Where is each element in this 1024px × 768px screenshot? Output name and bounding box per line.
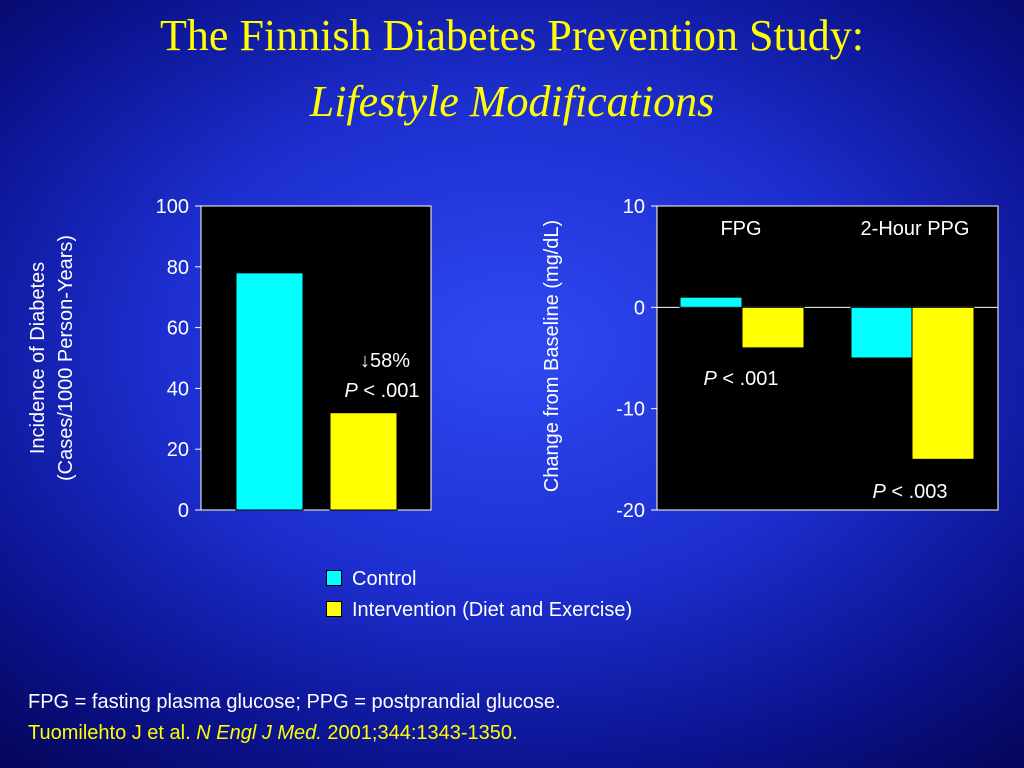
y-tick-label: -10 bbox=[616, 399, 645, 421]
arrow-down-icon: ↓ bbox=[360, 350, 370, 372]
y-tick-label: 80 bbox=[167, 257, 189, 279]
slide-title-line2: Lifestyle Modifications bbox=[309, 77, 715, 126]
y-tick-label: 100 bbox=[156, 196, 189, 218]
category-label-2h-ppg: 2-Hour PPG bbox=[861, 218, 970, 240]
ppg-bar-intervention bbox=[911, 306, 975, 460]
y-tick-label: 0 bbox=[178, 500, 189, 522]
incidence-bar-intervention bbox=[329, 412, 398, 511]
reduction-percent: 58% bbox=[370, 350, 410, 372]
p-rest: < .003 bbox=[886, 481, 948, 503]
y-tick-label: -20 bbox=[616, 500, 645, 522]
ppg-bar-control bbox=[850, 306, 913, 359]
category-label-fpg: FPG bbox=[720, 218, 761, 240]
y-tick-label: 0 bbox=[634, 297, 645, 319]
y-tick-label: 20 bbox=[167, 439, 189, 461]
glucose-y-axis: 10 0 -10 -20 bbox=[616, 196, 657, 522]
incidence-y-label-line2: (Cases/1000 Person-Years) bbox=[55, 235, 77, 481]
p-italic: P bbox=[703, 368, 717, 390]
incidence-y-axis: 100 80 60 40 20 0 bbox=[156, 196, 201, 522]
glucose-y-label: Change from Baseline (mg/dL) bbox=[541, 220, 563, 492]
footnote-citation: Tuomilehto J et al. N Engl J Med. 2001;3… bbox=[28, 721, 518, 745]
fpg-p-value: P < .001 bbox=[703, 368, 778, 390]
incidence-chart: 100 80 60 40 20 0 Incidence of Diabetes (Case… bbox=[27, 196, 432, 522]
p-italic: P bbox=[344, 380, 358, 402]
y-tick-label: 60 bbox=[167, 318, 189, 340]
incidence-p-value: P < .001 bbox=[344, 380, 419, 402]
y-tick-label: 40 bbox=[167, 378, 189, 400]
incidence-reduction-label: ↓58% bbox=[360, 350, 410, 372]
p-rest: < .001 bbox=[358, 380, 420, 402]
legend-item-control: Control bbox=[326, 567, 416, 591]
legend-label-intervention: Intervention (Diet and Exercise) bbox=[352, 599, 633, 621]
ppg-p-value: P < .003 bbox=[872, 481, 947, 503]
glucose-change-chart: 10 0 -10 -20 FPG 2-Hour PPG Change from Bas… bbox=[541, 196, 999, 522]
legend-swatch-intervention bbox=[326, 601, 342, 617]
p-italic: P bbox=[872, 481, 886, 503]
citation-details: 2001;344:1343-1350. bbox=[321, 722, 518, 744]
fpg-bar-intervention bbox=[741, 306, 805, 349]
citation-journal: N Engl J Med. bbox=[196, 722, 322, 744]
incidence-bar-control bbox=[235, 272, 304, 511]
legend-label-control: Control bbox=[352, 568, 417, 590]
legend-swatch-control bbox=[326, 570, 342, 586]
p-rest: < .001 bbox=[717, 368, 779, 390]
y-tick-label: 10 bbox=[623, 196, 645, 218]
slide-title-line1: The Finnish Diabetes Prevention Study: bbox=[160, 11, 864, 60]
legend-item-intervention: Intervention (Diet and Exercise) bbox=[326, 598, 632, 622]
citation-authors: Tuomilehto J et al. bbox=[28, 722, 197, 744]
footnote-abbreviations: FPG = fasting plasma glucose; PPG = post… bbox=[28, 691, 561, 713]
fpg-bar-control bbox=[679, 296, 743, 308]
incidence-y-label-line1: Incidence of Diabetes bbox=[27, 262, 49, 454]
